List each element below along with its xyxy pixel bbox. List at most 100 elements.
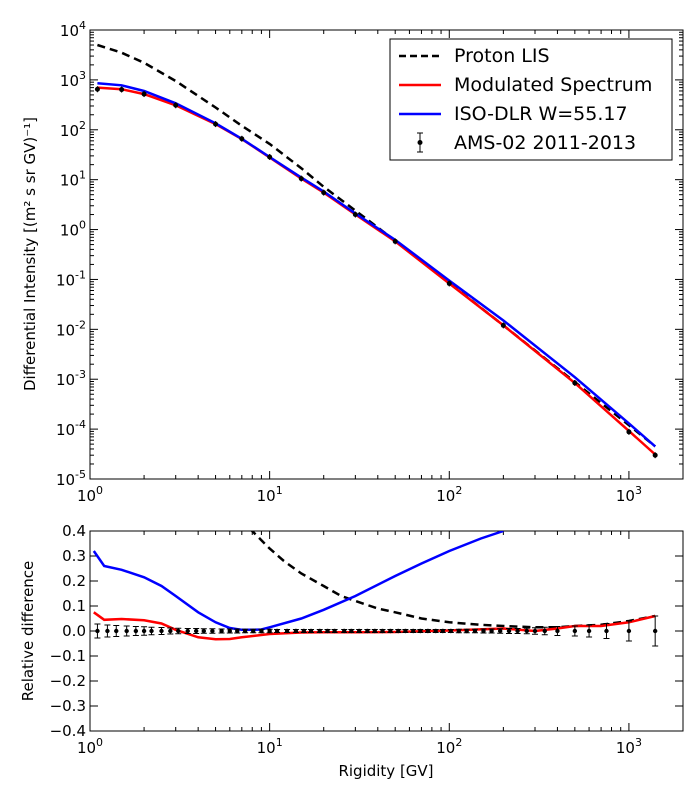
ams02-data-point bbox=[472, 628, 478, 634]
tick-mantissa: 10 bbox=[616, 739, 635, 757]
tick-exponent: 1 bbox=[276, 484, 283, 497]
y-tick-label: 10-3 bbox=[56, 368, 86, 389]
ams02-data-point bbox=[235, 628, 240, 634]
legend-swatch-ams02 bbox=[417, 132, 423, 153]
y-tick-label: 0.2 bbox=[62, 572, 86, 590]
y-tick-label: −0.3 bbox=[50, 697, 86, 715]
ams02-data-point bbox=[193, 628, 199, 634]
tick-exponent: -5 bbox=[75, 468, 86, 481]
tick-mantissa: 10 bbox=[436, 487, 455, 505]
ams02-data-point bbox=[542, 628, 547, 634]
y-tick-label: 10-5 bbox=[56, 468, 86, 489]
tick-exponent: 0 bbox=[96, 736, 103, 749]
ams02-data-point bbox=[396, 628, 401, 634]
series-line-iso-dlr-w-55-17 bbox=[97, 81, 657, 448]
ams02-data-point bbox=[94, 86, 100, 92]
ams02-data-point bbox=[133, 628, 139, 634]
tick-mantissa: 10 bbox=[56, 421, 75, 439]
legend-box bbox=[389, 38, 673, 161]
tick-exponent: 1 bbox=[79, 169, 86, 182]
ams02-data-point bbox=[227, 628, 232, 634]
upper-panel: 100 101 102 10310410310210110010-110-210-31… bbox=[21, 19, 684, 505]
tick-mantissa: 10 bbox=[60, 122, 79, 140]
ams02-data-point bbox=[372, 628, 378, 634]
y-tick-label: −0.4 bbox=[50, 722, 86, 740]
ams02-data-point bbox=[425, 628, 431, 634]
ams02-data-point bbox=[251, 628, 256, 634]
y-tick-label: 0.0 bbox=[62, 622, 86, 640]
tick-exponent: -1 bbox=[75, 268, 86, 281]
ams02-data-point bbox=[555, 628, 560, 634]
legend: Proton LIS Modulated Spectrum ISO-DLR W=… bbox=[389, 38, 673, 161]
ams02-data-point bbox=[652, 452, 658, 458]
x-tick-label: 103 bbox=[616, 484, 642, 505]
tick-exponent: 3 bbox=[79, 69, 86, 82]
tick-mantissa: 10 bbox=[56, 371, 75, 389]
ams02-data-point bbox=[267, 628, 272, 634]
ams02-data-point bbox=[626, 628, 632, 634]
tick-mantissa: 10 bbox=[60, 22, 79, 40]
lower-panel: 100 101 102 1030.40.30.20.10.0−0.1−0.2−0.3−… bbox=[19, 522, 684, 780]
y-tick-label: 104 bbox=[60, 19, 86, 40]
ams02-data-point bbox=[532, 628, 538, 634]
y-tick-label: 0.1 bbox=[62, 597, 86, 615]
ams02-data-point bbox=[141, 628, 147, 634]
y-tick-label: −0.1 bbox=[50, 647, 86, 665]
y-tick-label: 0.4 bbox=[62, 522, 86, 540]
ams02-data-point bbox=[411, 628, 416, 634]
ams02-data-point bbox=[185, 628, 190, 634]
tick-mantissa: 10 bbox=[257, 739, 276, 757]
ams02-data-point bbox=[141, 91, 147, 97]
tick-mantissa: 10 bbox=[56, 471, 75, 489]
ams02-data-point bbox=[365, 628, 370, 634]
tick-mantissa: 10 bbox=[436, 739, 455, 757]
y-tick-label: 101 bbox=[60, 169, 86, 190]
tick-exponent: 2 bbox=[455, 736, 462, 749]
y-tick-label: 100 bbox=[60, 219, 86, 240]
tick-mantissa: 10 bbox=[56, 271, 75, 289]
lower-y-axis-title: Relative difference bbox=[19, 561, 37, 702]
ams02-data-point bbox=[219, 628, 224, 634]
tick-mantissa: 10 bbox=[60, 72, 79, 90]
ams02-data-point bbox=[325, 628, 330, 634]
ams02-data-point bbox=[572, 628, 578, 634]
ams02-data-point bbox=[210, 628, 215, 634]
tick-exponent: -4 bbox=[75, 418, 86, 431]
ams02-data-point bbox=[440, 628, 445, 634]
ams02-data-point bbox=[626, 429, 632, 435]
ams02-data-point bbox=[341, 628, 347, 634]
ams02-data-point bbox=[515, 628, 520, 634]
ams02-data-point bbox=[500, 322, 506, 328]
series-line-proton-lis bbox=[250, 531, 656, 629]
ams02-data-point bbox=[392, 238, 398, 244]
x-tick-label: 100 bbox=[77, 736, 103, 757]
ams02-data-point bbox=[159, 628, 164, 634]
x-tick-label: 101 bbox=[257, 736, 283, 757]
tick-exponent: 2 bbox=[79, 119, 86, 132]
ams02-data-point bbox=[446, 280, 452, 286]
series-line-proton-lis bbox=[97, 43, 656, 448]
ams02-data-point bbox=[293, 628, 299, 634]
ams02-data-point bbox=[433, 628, 438, 634]
ams02-data-point bbox=[201, 628, 206, 634]
ams02-data-point bbox=[524, 628, 529, 634]
ams02-data-point bbox=[489, 628, 494, 634]
ams02-data-point bbox=[105, 628, 110, 634]
ams02-data-point bbox=[298, 176, 304, 182]
tick-exponent: -3 bbox=[75, 368, 86, 381]
tick-mantissa: 10 bbox=[77, 487, 96, 505]
ams02-data-point bbox=[213, 121, 219, 127]
lower-axis-ticks: 100 101 102 1030.40.30.20.10.0−0.1−0.2−0.3−… bbox=[50, 522, 684, 757]
ams02-data-point bbox=[119, 87, 125, 93]
y-tick-label: 10-1 bbox=[56, 268, 86, 289]
ams02-data-point bbox=[448, 628, 454, 634]
ams02-data-point bbox=[464, 628, 469, 634]
ams02-data-point bbox=[497, 628, 503, 634]
tick-exponent: 0 bbox=[79, 219, 86, 232]
tick-mantissa: 10 bbox=[60, 172, 79, 190]
x-axis-title: Rigidity [GV] bbox=[338, 762, 433, 780]
ams02-data-point bbox=[284, 628, 290, 634]
ams02-data-point bbox=[380, 628, 385, 634]
tick-mantissa: 10 bbox=[60, 222, 79, 240]
ams02-data-point bbox=[308, 628, 314, 634]
